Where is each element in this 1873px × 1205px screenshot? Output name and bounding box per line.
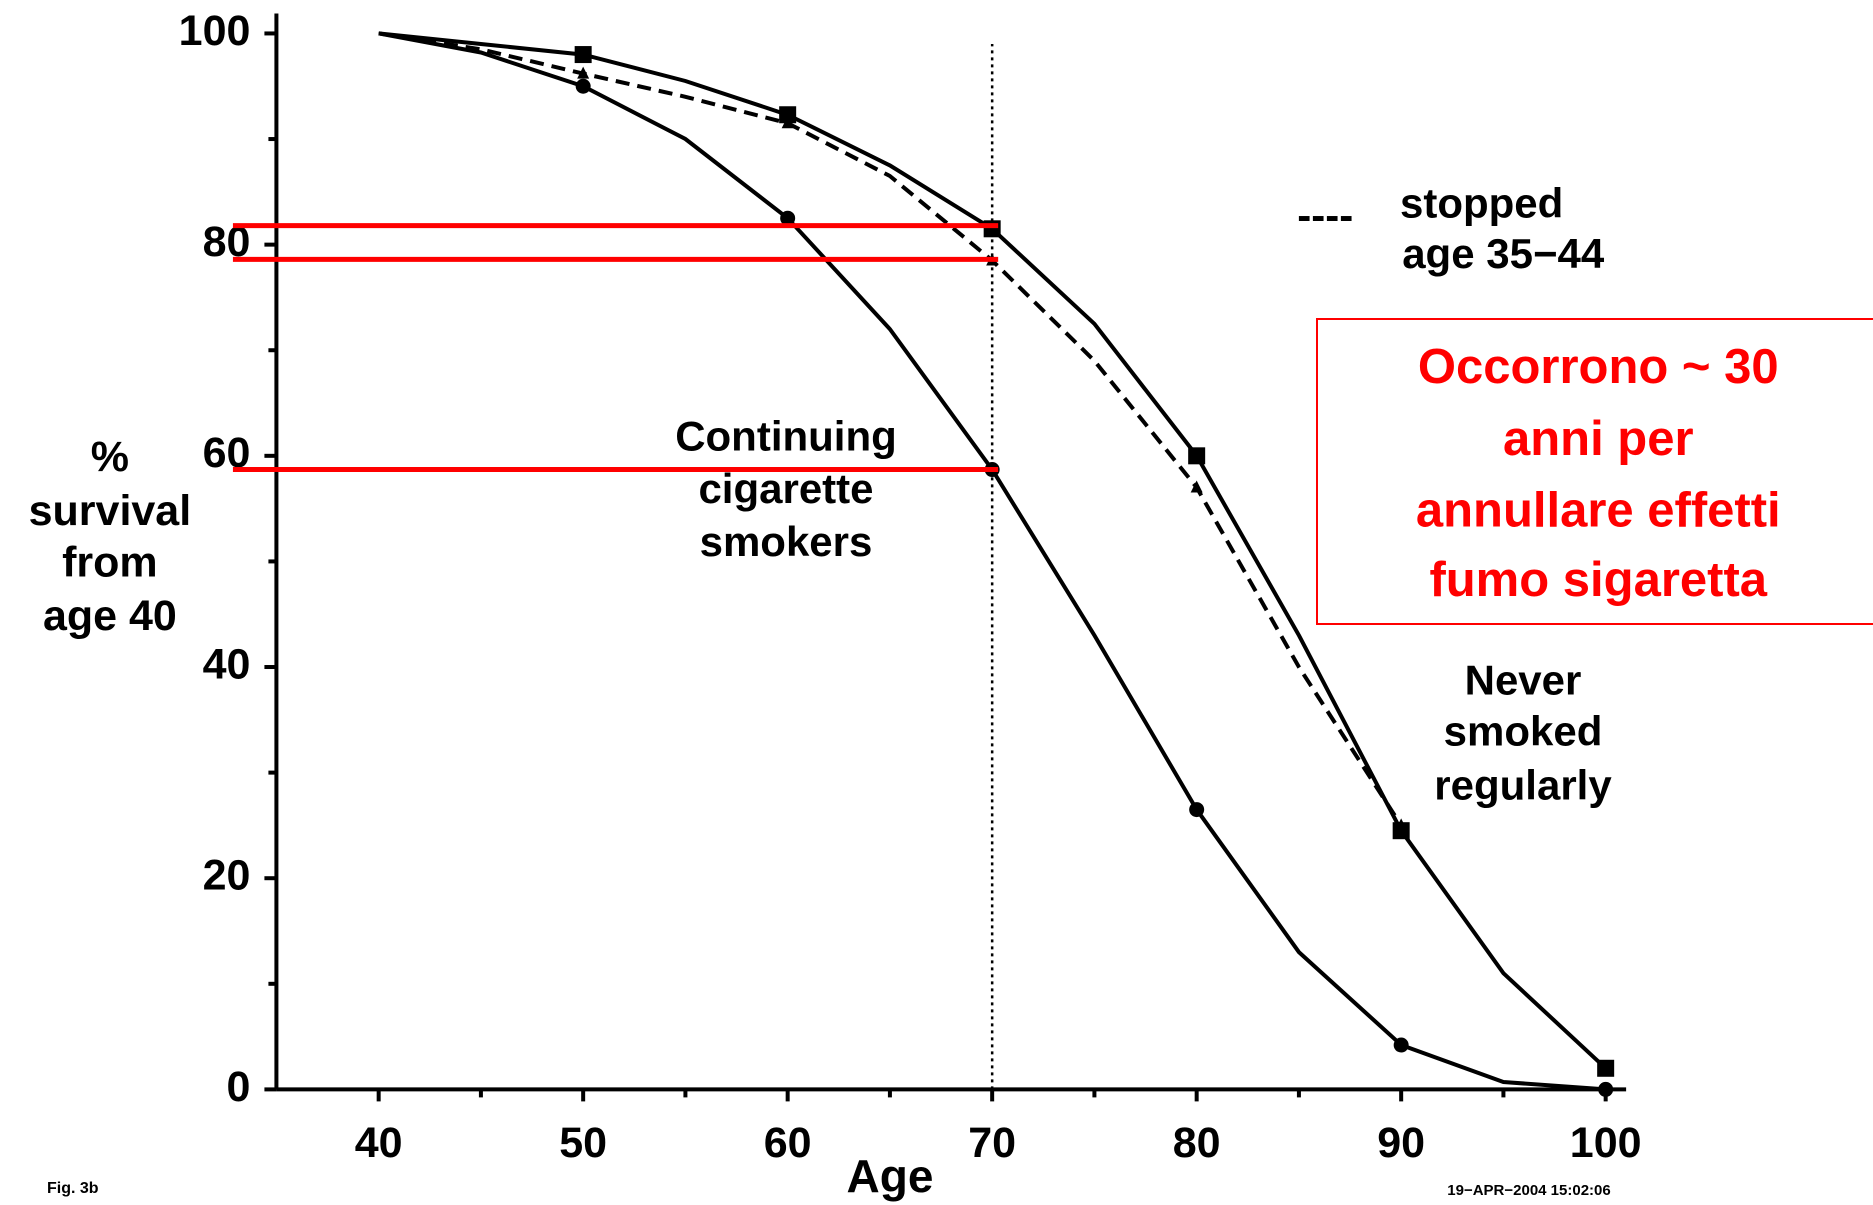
circle-marker bbox=[1189, 802, 1205, 818]
series-line bbox=[378, 31, 1403, 827]
square-marker bbox=[983, 220, 1001, 238]
square-marker bbox=[1188, 447, 1206, 465]
y-tick-label: 20 bbox=[203, 852, 251, 900]
callout-box bbox=[1316, 318, 1873, 625]
square-marker bbox=[779, 106, 797, 124]
y-axis-label: survival bbox=[29, 487, 192, 535]
square-marker bbox=[1597, 1059, 1615, 1077]
callout-text: Occorrono ~ 30 bbox=[1418, 340, 1779, 394]
triangle-marker bbox=[781, 116, 794, 129]
square-marker bbox=[1392, 822, 1410, 840]
x-tick-label: 40 bbox=[355, 1119, 403, 1167]
callout-text: anni per bbox=[1503, 412, 1694, 466]
x-tick-label: 80 bbox=[1173, 1119, 1221, 1167]
triangle-marker bbox=[1395, 818, 1408, 831]
series-label: cigarette bbox=[698, 465, 873, 512]
triangle-marker bbox=[1190, 480, 1203, 493]
series-label: stopped bbox=[1400, 180, 1563, 227]
legend-dash: ---- bbox=[1297, 192, 1353, 239]
y-tick-label: 0 bbox=[226, 1063, 250, 1111]
y-axis-label: % bbox=[91, 433, 129, 481]
series-label: regularly bbox=[1434, 761, 1612, 808]
series-label: age 35−44 bbox=[1402, 230, 1605, 277]
callout-text: annullare effetti bbox=[1416, 484, 1781, 538]
y-tick-label: 40 bbox=[203, 640, 251, 688]
series-label: Never bbox=[1465, 656, 1582, 703]
circle-marker bbox=[1598, 1081, 1614, 1097]
y-tick-label: 100 bbox=[179, 7, 251, 55]
circle-marker bbox=[780, 210, 796, 226]
x-tick-label: 90 bbox=[1377, 1119, 1425, 1167]
square-marker bbox=[574, 46, 592, 64]
figure-label: Fig. 3b bbox=[47, 1180, 99, 1197]
series-label: Continuing bbox=[675, 413, 897, 460]
x-tick-label: 60 bbox=[764, 1119, 812, 1167]
series-label: smoked bbox=[1444, 708, 1603, 755]
circle-marker bbox=[1393, 1037, 1409, 1053]
x-tick-label: 100 bbox=[1570, 1119, 1642, 1167]
series-label: smokers bbox=[700, 518, 873, 565]
x-tick-label: 70 bbox=[968, 1119, 1016, 1167]
timestamp: 19−APR−2004 15:02:06 bbox=[1447, 1182, 1610, 1199]
y-axis-label: age 40 bbox=[43, 592, 177, 640]
y-axis-label: from bbox=[62, 538, 158, 586]
circle-marker bbox=[575, 78, 591, 94]
x-tick-label: 50 bbox=[559, 1119, 607, 1167]
x-axis-label: Age bbox=[847, 1150, 934, 1202]
callout-text: fumo sigaretta bbox=[1429, 553, 1767, 607]
triangle-marker bbox=[577, 66, 590, 79]
